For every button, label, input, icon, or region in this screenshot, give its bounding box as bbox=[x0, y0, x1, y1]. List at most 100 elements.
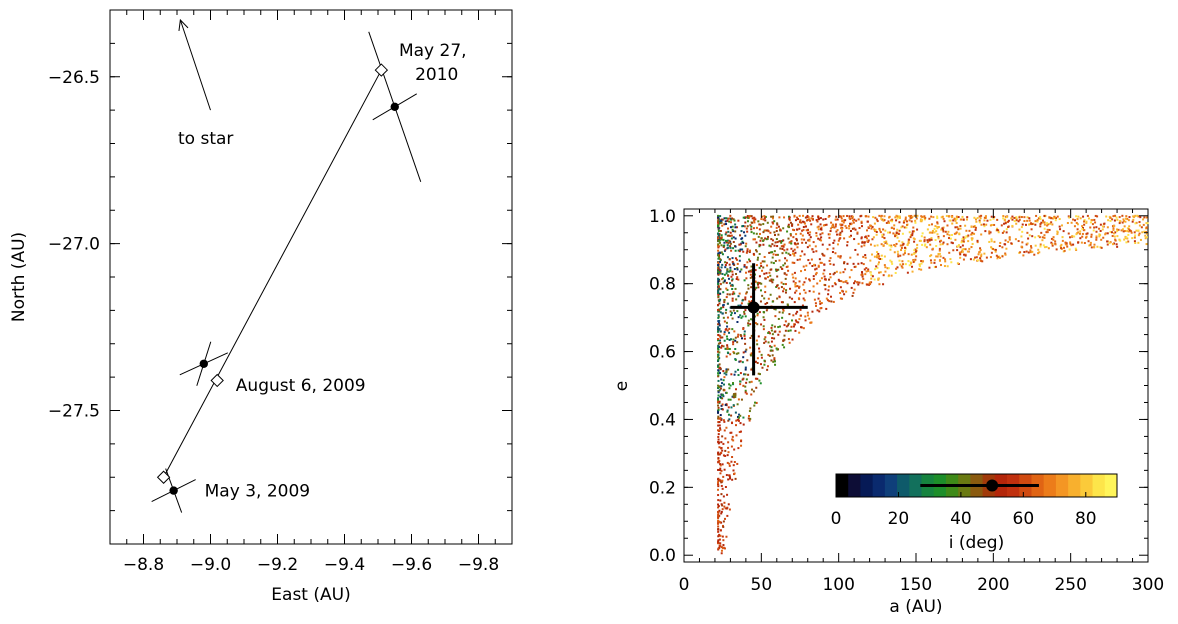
sample-point bbox=[727, 239, 730, 242]
sample-point bbox=[782, 287, 785, 290]
sample-point bbox=[731, 283, 734, 286]
sample-point bbox=[914, 258, 917, 261]
sample-point bbox=[770, 261, 773, 264]
colorbar-swatch bbox=[909, 474, 923, 497]
sample-point bbox=[938, 252, 941, 255]
sample-point bbox=[734, 245, 737, 248]
sample-point bbox=[717, 528, 720, 531]
sample-point bbox=[941, 227, 944, 230]
sample-point bbox=[851, 215, 854, 218]
sample-point bbox=[936, 215, 939, 218]
sample-point bbox=[1026, 231, 1029, 234]
sample-point bbox=[721, 487, 724, 490]
x-tick-label: 300 bbox=[1132, 575, 1164, 595]
sample-point bbox=[717, 315, 720, 318]
sample-point bbox=[718, 417, 721, 420]
sample-point bbox=[863, 268, 866, 271]
sample-point bbox=[749, 323, 752, 326]
sample-point bbox=[1083, 220, 1086, 223]
sample-point bbox=[770, 346, 773, 349]
sample-point bbox=[868, 282, 871, 285]
sample-point bbox=[1106, 243, 1109, 246]
sample-point bbox=[918, 265, 921, 268]
sample-point bbox=[834, 252, 837, 255]
sample-point bbox=[839, 231, 842, 234]
sample-point bbox=[871, 225, 874, 228]
sample-point bbox=[1089, 221, 1092, 224]
sample-point bbox=[730, 237, 733, 240]
sample-point bbox=[944, 230, 947, 233]
sample-point bbox=[905, 220, 908, 223]
sample-point bbox=[978, 221, 981, 224]
sample-point bbox=[902, 242, 905, 245]
sample-point bbox=[795, 320, 798, 323]
sample-point bbox=[1085, 220, 1088, 223]
sample-point bbox=[773, 344, 776, 347]
sample-point bbox=[895, 242, 898, 245]
sample-point bbox=[722, 419, 725, 422]
observed-point bbox=[199, 359, 208, 368]
sample-point bbox=[763, 341, 766, 344]
sample-point bbox=[732, 341, 735, 344]
sample-point bbox=[734, 477, 737, 480]
sample-point bbox=[815, 234, 818, 237]
sample-point bbox=[1018, 216, 1021, 219]
sample-point bbox=[817, 228, 820, 231]
sample-point bbox=[732, 383, 735, 386]
sample-point bbox=[742, 423, 745, 426]
sample-point bbox=[973, 232, 976, 235]
sample-point bbox=[773, 360, 776, 363]
sample-point bbox=[808, 218, 811, 221]
sample-point bbox=[1054, 219, 1057, 222]
sample-point bbox=[867, 215, 870, 218]
sample-point bbox=[834, 223, 837, 226]
sample-point bbox=[736, 403, 739, 406]
sample-point bbox=[1048, 216, 1051, 219]
sample-point bbox=[788, 219, 791, 222]
sample-point bbox=[851, 227, 854, 230]
sample-point bbox=[985, 256, 988, 259]
sample-point bbox=[737, 333, 740, 336]
sample-point bbox=[717, 488, 720, 491]
sample-point bbox=[792, 236, 795, 239]
sample-point bbox=[720, 385, 723, 388]
sample-point bbox=[861, 274, 864, 277]
sample-point bbox=[1138, 232, 1141, 235]
sample-point bbox=[946, 233, 949, 236]
sample-point bbox=[719, 463, 722, 466]
sample-point bbox=[743, 279, 746, 282]
sample-point bbox=[923, 215, 926, 218]
sample-point bbox=[1046, 222, 1049, 225]
sample-point bbox=[930, 238, 933, 241]
sample-point bbox=[778, 259, 781, 262]
sample-point bbox=[717, 406, 720, 409]
sample-point bbox=[1125, 241, 1128, 244]
sample-point bbox=[770, 238, 773, 241]
sample-point bbox=[745, 378, 748, 381]
sample-point bbox=[829, 227, 832, 230]
sample-point bbox=[791, 252, 794, 255]
sample-point bbox=[1139, 238, 1142, 241]
sample-point bbox=[939, 240, 942, 243]
sample-point bbox=[1126, 237, 1129, 240]
sample-point bbox=[903, 226, 906, 229]
right-axis-ticks bbox=[683, 209, 1149, 562]
sample-point bbox=[746, 215, 749, 218]
sample-point bbox=[768, 279, 771, 282]
sample-point bbox=[728, 258, 731, 261]
sample-point bbox=[841, 230, 844, 233]
sample-point bbox=[978, 250, 981, 253]
sample-point bbox=[949, 258, 952, 261]
sample-point bbox=[718, 324, 721, 327]
sample-point bbox=[727, 368, 730, 371]
sample-point bbox=[953, 217, 956, 220]
sample-point bbox=[951, 233, 954, 236]
sample-point bbox=[781, 252, 784, 255]
sample-point bbox=[726, 454, 729, 457]
sample-point bbox=[767, 230, 770, 233]
sample-point bbox=[719, 395, 722, 398]
sample-point bbox=[770, 279, 773, 282]
sample-point bbox=[728, 383, 731, 386]
sample-point bbox=[930, 254, 933, 257]
colorbar-swatch bbox=[1080, 474, 1094, 497]
